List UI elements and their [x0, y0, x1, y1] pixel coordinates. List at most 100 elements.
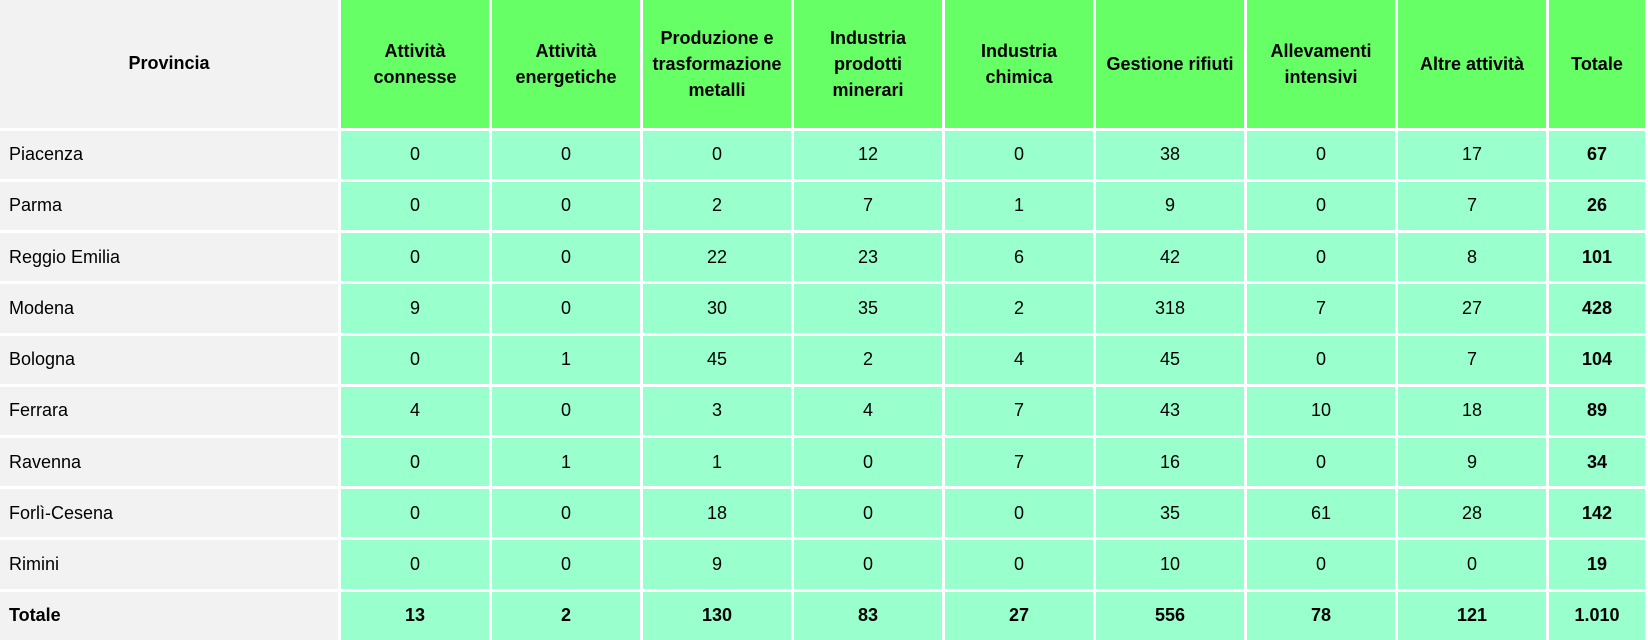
- cell: 35: [1093, 486, 1247, 541]
- column-header-allevamenti-intensivi: Allevamenti intensivi: [1244, 0, 1398, 131]
- clipped-edge-header: [1645, 0, 1648, 131]
- cell: 0: [338, 230, 492, 285]
- row-total-cell: 101: [1546, 230, 1648, 285]
- table-row-forli-cesena: Forlì-Cesena 0 0 18 0 0 35 61 28 142: [0, 486, 1648, 541]
- clipped-edge-cell: [1645, 332, 1648, 387]
- row-total-cell: 67: [1546, 127, 1648, 182]
- cell: 10: [1244, 383, 1398, 439]
- cell: 0: [489, 537, 643, 592]
- cell: 0: [489, 281, 643, 336]
- cell: 0: [942, 537, 1096, 592]
- cell: 0: [489, 383, 643, 439]
- column-total-cell: 13: [338, 588, 492, 640]
- column-total-cell: 556: [1093, 588, 1247, 640]
- cell: 0: [791, 537, 945, 592]
- cell: 1: [489, 435, 643, 490]
- column-header-provincia: Provincia: [0, 0, 341, 131]
- cell: 0: [338, 127, 492, 182]
- cell: 2: [640, 178, 794, 234]
- cell: 9: [1093, 178, 1247, 234]
- cell: 10: [1093, 537, 1247, 592]
- column-total-cell: 78: [1244, 588, 1398, 640]
- clipped-edge-cell: [1645, 127, 1648, 182]
- cell: 0: [489, 178, 643, 234]
- cell: 1: [942, 178, 1096, 234]
- row-label-totale: Totale: [0, 588, 341, 640]
- cell: 0: [338, 178, 492, 234]
- cell: 8: [1395, 230, 1549, 285]
- column-header-industria-chimica: Industria chimica: [942, 0, 1096, 131]
- cell: 9: [338, 281, 492, 336]
- row-label: Piacenza: [0, 127, 341, 182]
- cell: 0: [1244, 178, 1398, 234]
- cell: 7: [1395, 178, 1549, 234]
- clipped-edge-cell: [1645, 178, 1648, 234]
- cell: 17: [1395, 127, 1549, 182]
- cell: 30: [640, 281, 794, 336]
- cell: 28: [1395, 486, 1549, 541]
- cell: 4: [791, 383, 945, 439]
- cell: 0: [791, 435, 945, 490]
- table-row-rimini: Rimini 0 0 9 0 0 10 0 0 19: [0, 537, 1648, 592]
- row-label: Rimini: [0, 537, 341, 592]
- cell: 42: [1093, 230, 1247, 285]
- cell: 43: [1093, 383, 1247, 439]
- column-header-altre-attivita: Altre attività: [1395, 0, 1549, 131]
- cell: 7: [942, 435, 1096, 490]
- table-row-ferrara: Ferrara 4 0 3 4 7 43 10 18 89: [0, 383, 1648, 439]
- row-label: Bologna: [0, 332, 341, 387]
- cell: 0: [338, 537, 492, 592]
- cell: 0: [489, 230, 643, 285]
- cell: 0: [640, 127, 794, 182]
- row-label: Parma: [0, 178, 341, 234]
- row-total-cell: 104: [1546, 332, 1648, 387]
- column-total-cell: 83: [791, 588, 945, 640]
- column-header-produzione-metalli: Produzione e trasformazione metalli: [640, 0, 794, 131]
- cell: 2: [791, 332, 945, 387]
- row-label: Reggio Emilia: [0, 230, 341, 285]
- column-total-cell: 27: [942, 588, 1096, 640]
- cell: 12: [791, 127, 945, 182]
- grand-total-cell: 1.010: [1546, 588, 1648, 640]
- row-total-cell: 142: [1546, 486, 1648, 541]
- row-total-cell: 19: [1546, 537, 1648, 592]
- cell: 4: [338, 383, 492, 439]
- clipped-edge-cell: [1645, 537, 1648, 592]
- cell: 0: [942, 127, 1096, 182]
- cell: 0: [1244, 435, 1398, 490]
- row-total-cell: 34: [1546, 435, 1648, 490]
- row-total-cell: 89: [1546, 383, 1648, 439]
- table-row-parma: Parma 0 0 2 7 1 9 0 7 26: [0, 178, 1648, 234]
- column-total-cell: 130: [640, 588, 794, 640]
- cell: 22: [640, 230, 794, 285]
- clipped-edge-cell: [1645, 588, 1648, 640]
- column-header-attivita-energetiche: Attività energetiche: [489, 0, 643, 131]
- cell: 45: [1093, 332, 1247, 387]
- cell: 27: [1395, 281, 1549, 336]
- cell: 45: [640, 332, 794, 387]
- cell: 3: [640, 383, 794, 439]
- cell: 7: [942, 383, 1096, 439]
- cell: 0: [1244, 230, 1398, 285]
- cell: 7: [791, 178, 945, 234]
- cell: 0: [338, 486, 492, 541]
- cell: 18: [640, 486, 794, 541]
- cell: 1: [489, 332, 643, 387]
- row-total-cell: 26: [1546, 178, 1648, 234]
- cell: 18: [1395, 383, 1549, 439]
- clipped-edge-cell: [1645, 281, 1648, 336]
- cell: 7: [1395, 332, 1549, 387]
- row-total-cell: 428: [1546, 281, 1648, 336]
- row-label: Ferrara: [0, 383, 341, 439]
- cell: 2: [942, 281, 1096, 336]
- cell: 9: [640, 537, 794, 592]
- cell: 0: [942, 486, 1096, 541]
- header-row: Provincia Attività connesse Attività ene…: [0, 0, 1648, 131]
- cell: 9: [1395, 435, 1549, 490]
- cell: 0: [1395, 537, 1549, 592]
- table-row-piacenza: Piacenza 0 0 0 12 0 38 0 17 67: [0, 127, 1648, 182]
- row-label: Forlì-Cesena: [0, 486, 341, 541]
- cell: 38: [1093, 127, 1247, 182]
- table-row-bologna: Bologna 0 1 45 2 4 45 0 7 104: [0, 332, 1648, 387]
